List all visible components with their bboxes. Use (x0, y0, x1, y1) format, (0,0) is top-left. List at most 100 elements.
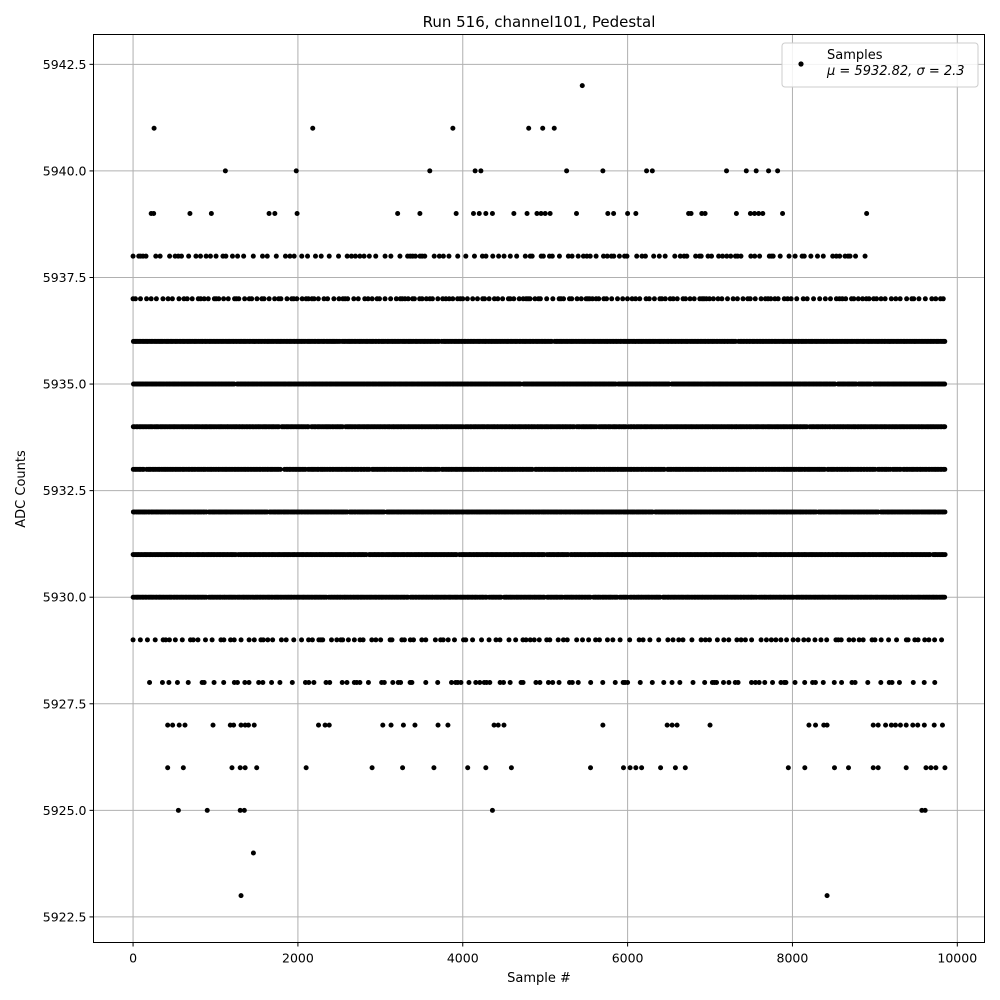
data-point (633, 211, 639, 217)
data-point (540, 125, 546, 131)
data-point (855, 296, 861, 302)
data-point (198, 296, 204, 302)
data-point (870, 722, 876, 728)
data-point (527, 637, 533, 643)
data-point (600, 253, 606, 259)
data-point (569, 296, 575, 302)
data-point (537, 679, 543, 685)
data-point (600, 722, 606, 728)
data-point (865, 679, 871, 685)
data-point (726, 679, 732, 685)
x-tick-label: 0 (129, 951, 137, 966)
data-point (544, 296, 550, 302)
data-point (501, 722, 507, 728)
data-point (874, 296, 880, 302)
data-point (366, 253, 372, 259)
data-point (893, 296, 899, 302)
data-point (489, 807, 495, 813)
data-point (792, 679, 798, 685)
data-point (195, 637, 201, 643)
data-point (400, 722, 406, 728)
data-point (299, 253, 305, 259)
data-point (894, 637, 900, 643)
data-point (853, 253, 859, 259)
data-point (738, 253, 744, 259)
data-point (159, 679, 165, 685)
data-point (165, 722, 171, 728)
data-point (388, 253, 394, 259)
data-point (278, 637, 284, 643)
data-point (190, 637, 196, 643)
data-point (389, 637, 395, 643)
data-point (511, 211, 517, 217)
data-point (450, 296, 456, 302)
data-point (851, 637, 857, 643)
data-point (470, 637, 476, 643)
data-point (752, 679, 758, 685)
data-point (455, 253, 461, 259)
data-point (688, 211, 694, 217)
data-point (223, 253, 229, 259)
data-point (237, 807, 243, 813)
data-point (892, 722, 898, 728)
data-point (742, 637, 748, 643)
data-point (277, 679, 283, 685)
data-point (609, 296, 615, 302)
data-point (933, 296, 939, 302)
data-point (241, 253, 247, 259)
data-point (889, 679, 895, 685)
data-point (758, 296, 764, 302)
y-tick-label: 5927.5 (43, 696, 87, 711)
data-point (706, 296, 712, 302)
data-point (405, 296, 411, 302)
data-point (132, 296, 138, 302)
data-point (260, 253, 266, 259)
data-point (148, 296, 154, 302)
data-point (429, 296, 435, 302)
data-point (575, 679, 581, 685)
data-point (486, 637, 492, 643)
y-tick-label: 5922.5 (43, 909, 87, 924)
data-point (463, 637, 469, 643)
data-point (299, 637, 305, 643)
data-point (169, 296, 175, 302)
data-point (806, 722, 812, 728)
data-point (580, 637, 586, 643)
data-point (272, 211, 278, 217)
data-point (588, 765, 594, 771)
data-point (878, 296, 884, 302)
data-point (827, 296, 833, 302)
data-point (246, 679, 252, 685)
data-point (658, 765, 664, 771)
data-point (241, 807, 247, 813)
data-point (942, 765, 948, 771)
data-point (721, 637, 727, 643)
data-point (193, 253, 199, 259)
data-point (184, 296, 190, 302)
data-point (757, 253, 763, 259)
data-point (211, 679, 217, 685)
data-point (261, 296, 267, 302)
data-point (458, 679, 464, 685)
data-point (294, 211, 300, 217)
data-point (698, 253, 704, 259)
data-point (707, 722, 713, 728)
data-point (450, 125, 456, 131)
y-tick-label: 5940.0 (43, 163, 87, 178)
data-point (236, 296, 242, 302)
data-point (229, 765, 235, 771)
data-point (574, 637, 580, 643)
data-point (250, 253, 256, 259)
data-point (804, 296, 810, 302)
data-point (390, 679, 396, 685)
data-point (677, 253, 683, 259)
data-point (802, 765, 808, 771)
data-point (306, 637, 312, 643)
data-point (167, 253, 173, 259)
data-point (423, 296, 429, 302)
data-point (705, 253, 711, 259)
data-point (931, 722, 937, 728)
data-point (238, 637, 244, 643)
data-point (538, 211, 544, 217)
data-point (388, 296, 394, 302)
